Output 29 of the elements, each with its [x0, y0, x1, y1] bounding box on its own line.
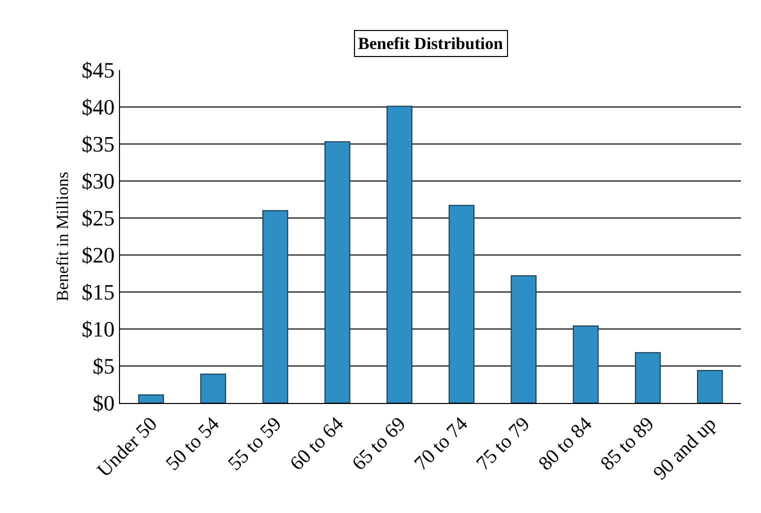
bar: [572, 326, 599, 403]
y-tick-label: $40: [82, 94, 115, 120]
y-tick-label: $35: [82, 132, 115, 157]
x-tick-label: 60 to 64: [286, 413, 348, 475]
bar: [200, 374, 226, 403]
bar: [324, 141, 350, 403]
x-tick-label: 75 to 79: [472, 413, 534, 475]
x-tick-label: 70 to 74: [410, 413, 472, 475]
y-tick-label: $30: [82, 168, 115, 194]
y-axis-title: Benefit in Millions: [53, 172, 72, 302]
y-tick-label: $10: [82, 316, 115, 342]
y-tick-label: $45: [82, 58, 115, 83]
chart-title: Benefit Distribution: [358, 34, 504, 53]
bar: [697, 370, 723, 403]
bar: [262, 210, 288, 403]
bar: [634, 352, 661, 403]
y-tick-label: $15: [82, 280, 115, 305]
x-tick-label: 65 to 69: [348, 413, 410, 475]
x-tick-label: 50 to 54: [162, 413, 224, 475]
y-tick-label: $0: [92, 390, 115, 416]
bar: [386, 106, 412, 403]
y-tick-label: $25: [82, 206, 115, 231]
y-tick-label: $5: [92, 354, 115, 379]
x-tick-label: 55 to 59: [224, 413, 286, 475]
y-tick-label: $20: [82, 242, 115, 268]
x-tick-label: 80 to 84: [534, 413, 596, 475]
bar: [448, 204, 474, 403]
bar: [138, 394, 164, 403]
bar: [510, 275, 537, 403]
